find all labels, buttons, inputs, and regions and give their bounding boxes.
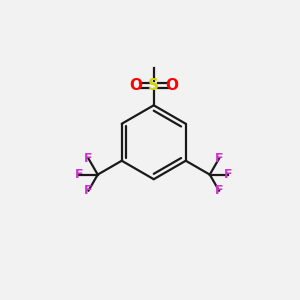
Text: F: F — [84, 152, 93, 165]
Text: F: F — [75, 168, 83, 181]
Text: F: F — [224, 168, 232, 181]
Text: S: S — [148, 78, 159, 93]
Text: F: F — [215, 184, 223, 197]
Text: F: F — [84, 184, 93, 197]
Text: O: O — [166, 78, 179, 93]
Text: F: F — [215, 152, 223, 165]
Text: O: O — [129, 78, 142, 93]
